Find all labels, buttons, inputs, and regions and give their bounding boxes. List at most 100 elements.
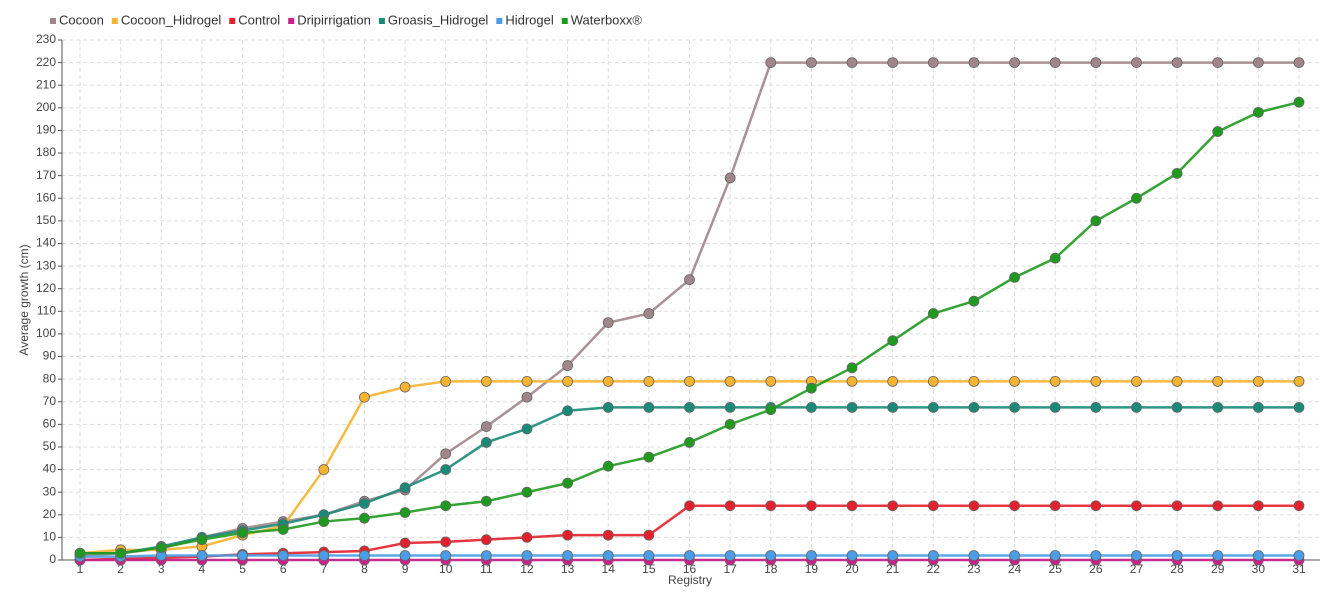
legend-swatch xyxy=(378,18,385,24)
data-point xyxy=(1090,550,1102,561)
data-point xyxy=(927,57,939,69)
data-point xyxy=(1009,401,1020,413)
y-tick-label: 40 xyxy=(43,462,57,476)
data-point xyxy=(806,382,817,394)
data-point xyxy=(602,460,614,472)
data-point xyxy=(643,375,655,387)
data-point xyxy=(1212,401,1224,413)
data-point xyxy=(1131,57,1142,69)
data-point xyxy=(765,57,777,69)
data-point xyxy=(1009,500,1020,512)
data-point xyxy=(1293,375,1305,387)
y-tick-label: 80 xyxy=(43,371,57,385)
data-point xyxy=(1131,192,1142,204)
data-point xyxy=(1293,550,1305,561)
data-point xyxy=(1009,375,1020,387)
legend-swatch xyxy=(111,18,118,24)
data-point xyxy=(927,401,939,413)
data-point xyxy=(927,550,939,561)
data-point xyxy=(1090,401,1102,413)
data-point xyxy=(440,536,452,548)
data-point xyxy=(602,550,614,561)
data-point xyxy=(521,550,533,561)
data-point xyxy=(968,57,980,69)
data-point xyxy=(480,550,492,561)
data-point xyxy=(846,375,858,387)
data-point xyxy=(846,362,858,374)
data-point xyxy=(1049,252,1061,264)
data-point xyxy=(968,401,980,413)
data-point xyxy=(480,421,492,433)
y-tick-label: 110 xyxy=(37,303,56,317)
data-point xyxy=(1090,375,1102,387)
data-point xyxy=(1171,500,1183,512)
data-point xyxy=(1212,500,1224,512)
data-point xyxy=(724,375,736,387)
data-point xyxy=(602,529,614,541)
data-point xyxy=(1252,401,1264,413)
data-point xyxy=(440,448,452,460)
data-point xyxy=(1090,215,1102,227)
data-point xyxy=(846,550,858,561)
data-point xyxy=(643,451,655,463)
data-point xyxy=(1090,57,1102,69)
data-point xyxy=(359,391,370,403)
y-tick-label: 60 xyxy=(43,417,57,431)
data-point xyxy=(1009,271,1020,283)
data-point xyxy=(1131,500,1142,512)
data-point xyxy=(968,550,980,561)
data-point xyxy=(115,547,127,559)
legend-label: Hidrogel xyxy=(505,12,554,27)
data-point xyxy=(1171,167,1183,179)
data-point xyxy=(887,57,899,69)
data-point xyxy=(1293,96,1305,108)
data-point xyxy=(1212,550,1224,561)
data-point xyxy=(846,401,858,413)
y-tick-label: 100 xyxy=(36,326,56,340)
data-point xyxy=(318,550,330,561)
data-point xyxy=(1293,500,1305,512)
data-point xyxy=(1171,401,1183,413)
data-point xyxy=(521,423,533,435)
data-point xyxy=(1049,550,1061,561)
x-tick-label: 24 xyxy=(1008,562,1022,576)
data-point xyxy=(562,405,573,417)
legend-label: Dripirrigation xyxy=(297,12,371,27)
legend-label: Groasis_Hidrogel xyxy=(388,12,489,27)
data-point xyxy=(887,401,899,413)
data-point xyxy=(237,550,248,561)
data-point xyxy=(643,401,655,413)
y-axis-label: Average growth (cm) xyxy=(17,244,31,355)
x-tick-label: 19 xyxy=(805,562,819,576)
data-point xyxy=(1293,401,1305,413)
x-tick-label: 7 xyxy=(320,562,327,576)
x-tick-label: 30 xyxy=(1252,562,1266,576)
data-point xyxy=(1131,550,1142,561)
y-tick-label: 210 xyxy=(36,77,56,91)
x-tick-label: 9 xyxy=(402,562,409,576)
data-point xyxy=(1049,401,1061,413)
data-point xyxy=(1252,57,1264,69)
data-point xyxy=(602,401,614,413)
legend-swatch xyxy=(561,18,568,24)
data-point xyxy=(968,375,980,387)
data-point xyxy=(1252,375,1264,387)
data-point xyxy=(1212,57,1224,69)
data-point xyxy=(806,500,817,512)
data-point xyxy=(806,57,817,69)
x-tick-label: 2 xyxy=(117,562,124,576)
data-point xyxy=(1131,401,1142,413)
data-point xyxy=(724,418,736,430)
data-point xyxy=(480,495,492,507)
data-point xyxy=(562,375,573,387)
x-tick-label: 8 xyxy=(361,562,368,576)
data-point xyxy=(480,375,492,387)
legend-label: Cocoon xyxy=(59,12,104,27)
data-point xyxy=(1009,550,1020,561)
data-point xyxy=(765,550,777,561)
data-point xyxy=(521,391,533,403)
x-tick-label: 25 xyxy=(1049,562,1063,576)
x-tick-label: 31 xyxy=(1292,562,1306,576)
data-point xyxy=(277,550,289,561)
